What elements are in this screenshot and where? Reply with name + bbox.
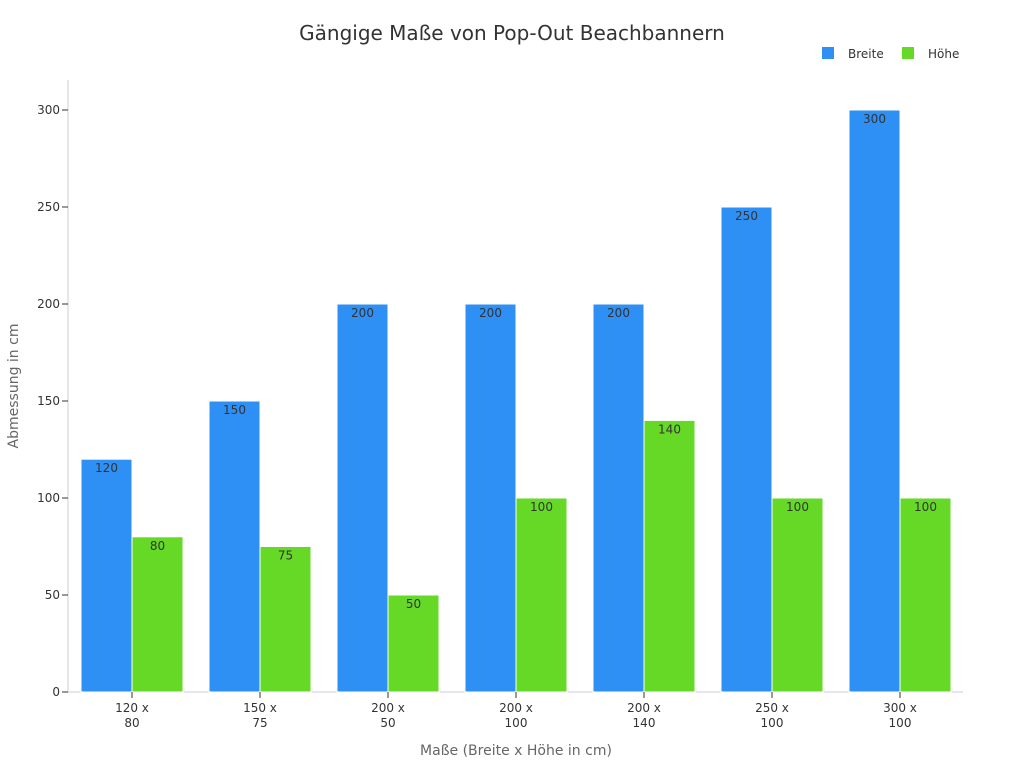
bar-data-label: 250 xyxy=(735,209,758,223)
x-tick-label-line: 100 xyxy=(505,716,528,730)
x-tick-label-line: 75 xyxy=(252,716,267,730)
x-tick-label-line: 80 xyxy=(124,716,139,730)
x-tick-label: 250 x 100 xyxy=(755,701,789,730)
y-tick-label: 250 xyxy=(37,200,60,214)
x-tick-label-line: 100 xyxy=(761,716,784,730)
y-tick-label: 0 xyxy=(52,685,60,699)
bar-hoehe xyxy=(515,497,568,693)
bars: 120 150 200 200 200 250 300 80 75 50 100 140 100 100 xyxy=(80,109,952,693)
bar-data-label: 100 xyxy=(786,500,809,514)
y-tick-label: 150 xyxy=(37,394,60,408)
x-tick-label: 200 x 50 xyxy=(371,701,405,730)
bar-data-label: 200 xyxy=(607,306,630,320)
bar-data-label: 50 xyxy=(406,597,421,611)
bar-breite xyxy=(720,206,773,693)
x-tick-label-line: 120 x xyxy=(115,701,149,715)
bar-data-label: 200 xyxy=(351,306,374,320)
x-tick-label-line: 200 x xyxy=(499,701,533,715)
x-tick-label: 200 x 140 xyxy=(627,701,661,730)
y-tick-label: 200 xyxy=(37,297,60,311)
bar-data-label: 150 xyxy=(223,403,246,417)
bar-hoehe xyxy=(899,497,952,693)
legend-label: Breite xyxy=(848,47,884,61)
x-tick-label-line: 50 xyxy=(380,716,395,730)
bar-hoehe xyxy=(387,594,440,693)
x-tick-label: 300 x 100 xyxy=(883,701,917,730)
legend-label: Höhe xyxy=(928,47,959,61)
y-tick-label: 300 xyxy=(37,103,60,117)
bar-breite xyxy=(848,109,901,693)
bar-data-label: 300 xyxy=(863,112,886,126)
bar-data-label: 200 xyxy=(479,306,502,320)
x-tick-label-line: 250 x xyxy=(755,701,789,715)
bar-data-label: 100 xyxy=(530,500,553,514)
y-axis-ticks: 0 50 100 150 200 250 300 xyxy=(37,103,68,699)
x-tick-label-line: 200 x xyxy=(371,701,405,715)
bar-breite xyxy=(208,400,261,693)
bar-data-label: 120 xyxy=(95,461,118,475)
y-tick-label: 50 xyxy=(45,588,60,602)
legend: Breite Höhe xyxy=(822,47,959,61)
x-tick-label: 120 x 80 xyxy=(115,701,149,730)
x-tick-label-line: 140 xyxy=(633,716,656,730)
bar-hoehe xyxy=(643,419,696,693)
legend-swatch xyxy=(902,47,914,59)
legend-swatch xyxy=(822,47,834,59)
bar-breite xyxy=(80,458,133,693)
chart-title: Gängige Maße von Pop-Out Beachbannern xyxy=(299,21,725,45)
bar-hoehe xyxy=(771,497,824,693)
x-tick-label-line: 300 x xyxy=(883,701,917,715)
x-tick-label: 200 x 100 xyxy=(499,701,533,730)
bar-data-label: 140 xyxy=(658,422,681,436)
y-tick-label: 100 xyxy=(37,491,60,505)
x-tick-label: 150 x 75 xyxy=(243,701,277,730)
bar-breite xyxy=(592,303,645,693)
bar-hoehe xyxy=(259,546,312,693)
bar-breite xyxy=(336,303,389,693)
bar-data-label: 100 xyxy=(914,500,937,514)
bar-hoehe xyxy=(131,536,184,693)
y-axis-label: Abmessung in cm xyxy=(6,324,22,449)
x-tick-label-line: 150 x xyxy=(243,701,277,715)
x-tick-label-line: 100 xyxy=(889,716,912,730)
x-tick-label-line: 200 x xyxy=(627,701,661,715)
x-axis-label: Maße (Breite x Höhe in cm) xyxy=(420,743,612,759)
bar-breite xyxy=(464,303,517,693)
bar-data-label: 80 xyxy=(150,539,165,553)
bar-data-label: 75 xyxy=(278,549,293,563)
